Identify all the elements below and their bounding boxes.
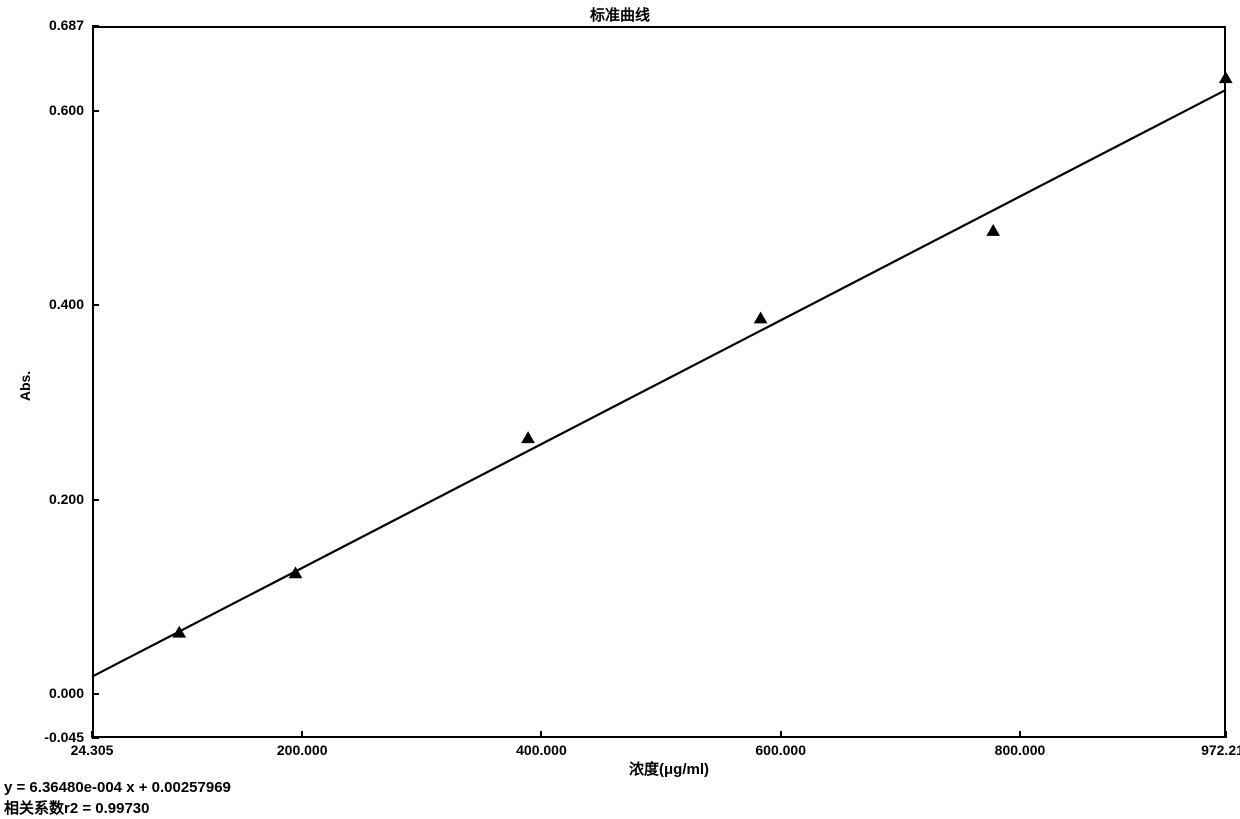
y-tick bbox=[92, 693, 99, 695]
y-tick bbox=[92, 304, 99, 306]
y-tick bbox=[92, 737, 99, 739]
data-point-marker bbox=[755, 313, 767, 323]
x-tick bbox=[301, 731, 303, 738]
chart-container: 标准曲线 Abs. 浓度(μg/ml) y = 6.36480e-004 x +… bbox=[0, 0, 1240, 819]
data-point-marker bbox=[987, 225, 999, 235]
data-point-marker bbox=[1220, 72, 1232, 82]
x-tick-label: 972.211 bbox=[1201, 742, 1240, 758]
x-tick-label: 200.000 bbox=[277, 742, 328, 758]
y-tick bbox=[92, 25, 99, 27]
fit-line bbox=[92, 90, 1226, 677]
y-tick bbox=[92, 499, 99, 501]
x-tick-label: 400.000 bbox=[516, 742, 567, 758]
x-tick bbox=[91, 731, 93, 738]
equation-text: y = 6.36480e-004 x + 0.00257969 bbox=[4, 779, 231, 796]
x-axis-label: 浓度(μg/ml) bbox=[609, 758, 729, 779]
y-tick-label: 0.200 bbox=[0, 491, 84, 507]
x-tick-label: 24.305 bbox=[71, 742, 114, 758]
x-tick bbox=[540, 731, 542, 738]
y-tick bbox=[92, 110, 99, 112]
x-tick-label: 600.000 bbox=[755, 742, 806, 758]
x-tick bbox=[1225, 731, 1227, 738]
plot-svg bbox=[0, 0, 1240, 819]
r2-text: 相关系数r2 = 0.99730 bbox=[4, 797, 150, 818]
y-tick-label: 0.400 bbox=[0, 296, 84, 312]
x-tick bbox=[1019, 731, 1021, 738]
x-tick bbox=[780, 731, 782, 738]
y-tick-label: 0.000 bbox=[0, 685, 84, 701]
data-point-marker bbox=[522, 432, 534, 442]
y-tick-label: 0.687 bbox=[0, 17, 84, 33]
x-tick-label: 800.000 bbox=[995, 742, 1046, 758]
y-tick-label: 0.600 bbox=[0, 102, 84, 118]
